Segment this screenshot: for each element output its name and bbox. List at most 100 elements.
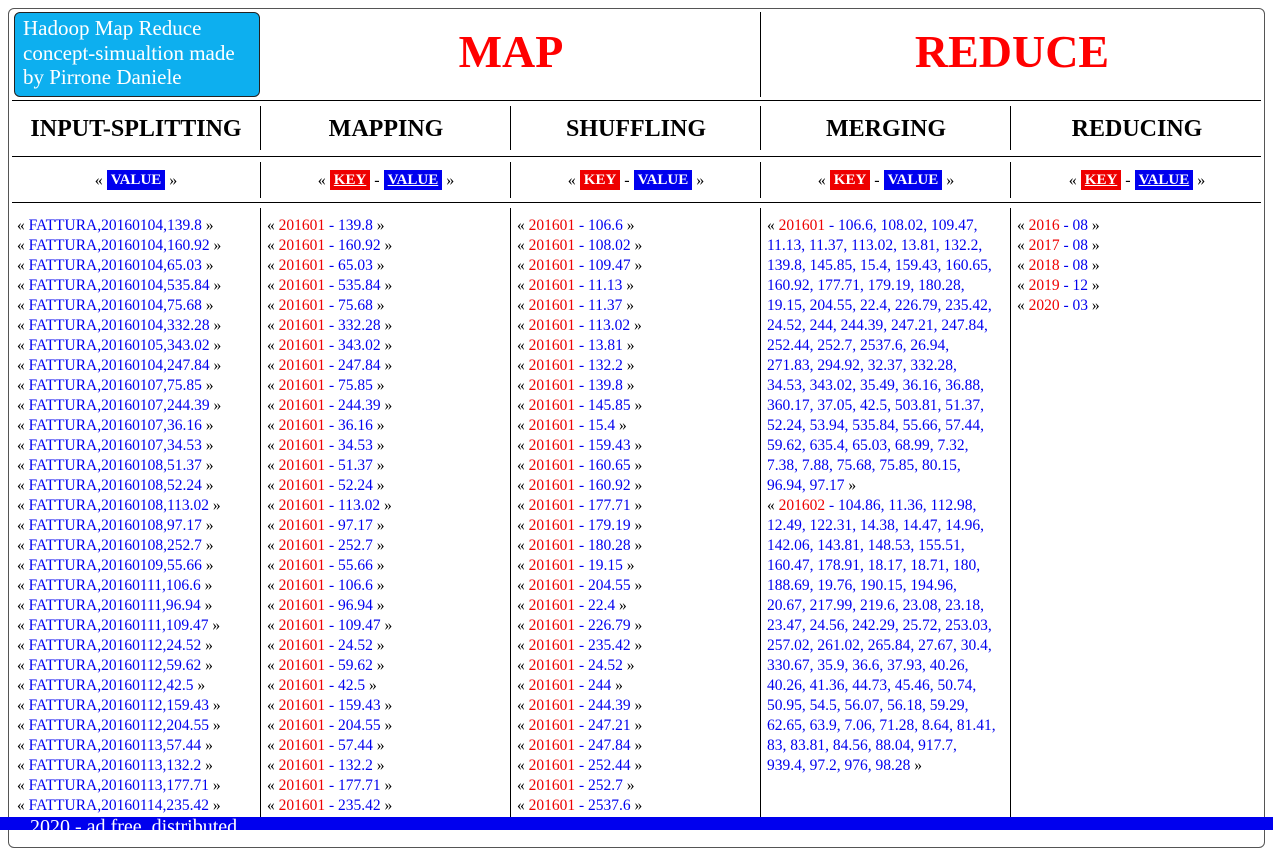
item-key: 201601: [528, 337, 576, 354]
quote-open: «: [267, 497, 279, 514]
item-key: 201601: [278, 777, 326, 794]
quote-close: »: [209, 697, 221, 714]
list-item: « 201601 - 247.84 »: [517, 736, 757, 756]
item-separator: -: [575, 477, 589, 494]
item-separator: -: [1059, 297, 1073, 314]
quote-open: «: [267, 337, 279, 354]
list-item: « 201601 - 109.47 »: [517, 256, 757, 276]
item-separator: -: [325, 737, 339, 754]
item-separator: -: [575, 737, 589, 754]
quote-open: «: [517, 397, 529, 414]
list-item: « FATTURA,20160111,96.94 »: [17, 596, 257, 616]
quote-close: »: [201, 557, 214, 574]
quote-open: «: [1017, 217, 1029, 234]
item-value: FATTURA,20160107,36.16: [28, 417, 202, 434]
divider: [760, 106, 761, 150]
quote-close: »: [372, 457, 385, 474]
item-key: 201601: [528, 257, 576, 274]
item-value: 03: [1072, 297, 1089, 314]
item-key: 201601: [528, 457, 576, 474]
item-value: 160.92: [338, 237, 381, 254]
item-separator: -: [575, 577, 589, 594]
list-item: « 201601 - 75.68 »: [267, 296, 507, 316]
item-key: 201601: [528, 797, 576, 814]
item-key: 201601: [278, 577, 326, 594]
item-separator: -: [575, 297, 589, 314]
shuffling-header: SHUFFLING: [565, 116, 706, 142]
quote-close: »: [630, 537, 643, 554]
quote-open: «: [517, 657, 529, 674]
item-key: 201601: [528, 437, 576, 454]
divider: [260, 162, 261, 198]
quote-open: «: [517, 717, 529, 734]
item-value: FATTURA,20160107,75.85: [28, 377, 202, 394]
quote-close: »: [380, 797, 393, 814]
list-item: « 201601 - 204.55 »: [267, 716, 507, 736]
item-separator: -: [575, 417, 589, 434]
quote-close: »: [372, 537, 385, 554]
item-separator: -: [575, 217, 589, 234]
quote-open: «: [517, 457, 529, 474]
item-key: 201601: [278, 597, 326, 614]
item-separator: -: [325, 777, 339, 794]
list-item: « FATTURA,20160111,106.6 »: [17, 576, 257, 596]
list-item: « FATTURA,20160108,252.7 »: [17, 536, 257, 556]
quote-open: «: [517, 277, 529, 294]
quote-open: «: [267, 417, 279, 434]
reducing-header: REDUCING: [1071, 116, 1203, 142]
item-separator: -: [575, 437, 589, 454]
list-item: « FATTURA,20160104,332.28 »: [17, 316, 257, 336]
divider: [12, 100, 1261, 101]
quote-open: «: [767, 497, 779, 514]
item-separator: -: [575, 277, 589, 294]
list-item: « FATTURA,20160104,65.03 »: [17, 256, 257, 276]
item-value: 132.2: [338, 757, 373, 774]
item-value: FATTURA,20160112,204.55: [28, 717, 210, 734]
quote-close: »: [380, 337, 393, 354]
item-key: 201601: [528, 517, 576, 534]
item-value: 15.4: [588, 417, 616, 434]
list-item: « 2016 - 08 »: [1017, 216, 1257, 236]
input-splitting-list: « FATTURA,20160104,139.8 » « FATTURA,2016…: [17, 216, 257, 816]
item-separator: -: [325, 577, 339, 594]
item-separator: -: [575, 617, 589, 634]
quote-open: «: [267, 657, 279, 674]
list-item: « 201601 - 145.85 »: [517, 396, 757, 416]
item-separator: -: [325, 617, 339, 634]
item-value: 108.02: [588, 237, 631, 254]
item-separator: -: [825, 497, 839, 514]
list-item: « 201601 - 177.71 »: [517, 496, 757, 516]
quote-close: »: [630, 737, 643, 754]
quote-open: «: [517, 797, 529, 814]
quote-close: »: [380, 277, 393, 294]
reduce-title: REDUCE: [914, 26, 1110, 77]
quote-open: «: [1017, 277, 1029, 294]
quote-close: »: [1088, 257, 1100, 274]
quote-close: »: [372, 757, 385, 774]
quote-open: «: [517, 617, 529, 634]
quote-open: «: [17, 757, 29, 774]
quote-open: «: [517, 497, 529, 514]
item-value: FATTURA,20160104,247.84: [28, 357, 210, 374]
item-separator: -: [575, 777, 589, 794]
item-value: 226.79: [588, 617, 631, 634]
item-value: 106.6, 108.02, 109.47, 11.13, 11.37, 113…: [767, 217, 992, 494]
quote-close: »: [630, 637, 643, 654]
item-key: 201602: [778, 497, 826, 514]
item-separator: -: [325, 237, 339, 254]
item-key: 201601: [278, 417, 326, 434]
quote-open: «: [17, 317, 29, 334]
item-separator: -: [325, 657, 339, 674]
quote-close: »: [844, 477, 857, 494]
quote-open: «: [267, 797, 279, 814]
quote-open: «: [517, 777, 529, 794]
item-separator: -: [1059, 217, 1073, 234]
quote-open: «: [517, 217, 529, 234]
divider: [760, 208, 761, 820]
item-key: 201601: [278, 377, 326, 394]
quote-close: »: [372, 437, 385, 454]
quote-open: «: [517, 237, 529, 254]
item-separator: -: [325, 317, 339, 334]
item-key: 201601: [528, 317, 576, 334]
item-key: 2016: [1028, 217, 1060, 234]
